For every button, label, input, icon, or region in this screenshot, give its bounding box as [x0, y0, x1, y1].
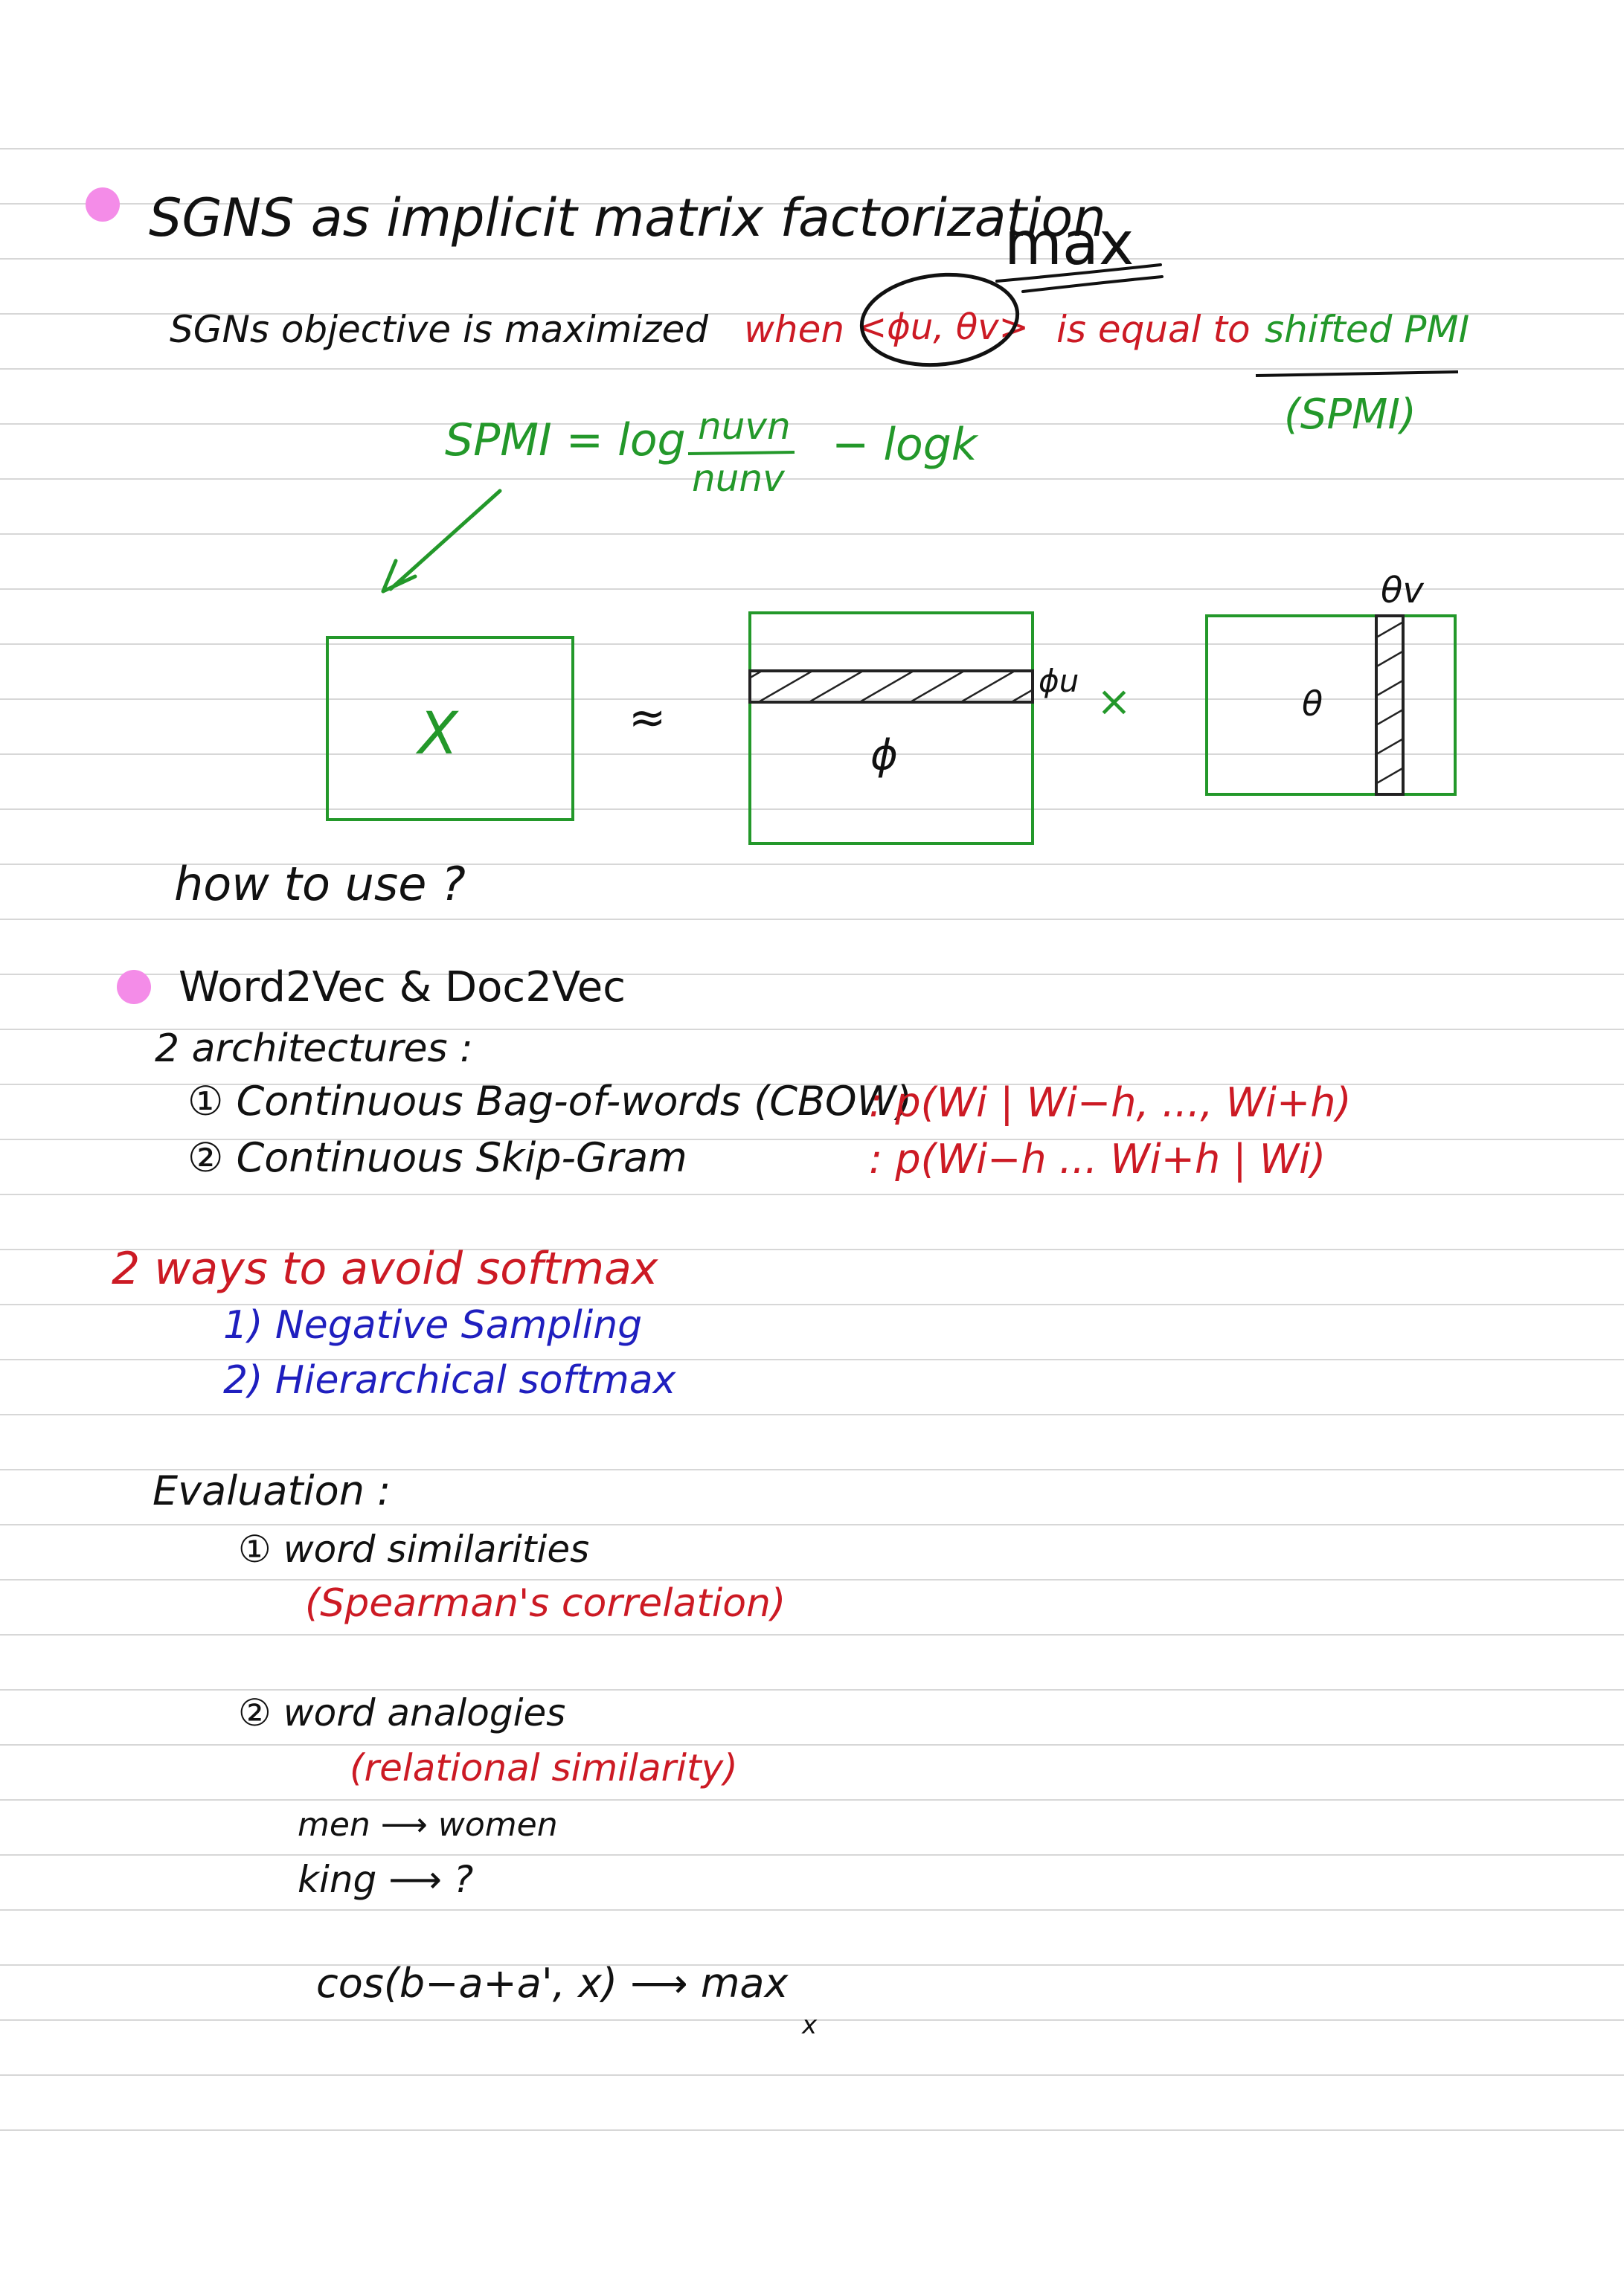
theta-v-column [1375, 614, 1405, 796]
formula-arrow [381, 489, 502, 594]
max-underline [995, 263, 1164, 293]
matrix-theta-label: θ [1302, 684, 1323, 724]
matrix-theta [1205, 614, 1457, 796]
section1-title: SGNS as implicit matrix factorization [149, 187, 1106, 248]
analogy-men-women: men ⟶ women [298, 1806, 558, 1844]
objective-shifted-pmi: shifted PMI [1265, 308, 1470, 351]
section1-bullet [86, 187, 120, 222]
eval-word-similarities: ① word similarities [238, 1528, 590, 1571]
shifted-pmi-underline [1255, 370, 1459, 377]
cosine-argmax-subscript: x [802, 2010, 818, 2040]
max-note: max [1004, 209, 1134, 278]
times-symbol: × [1097, 678, 1132, 726]
eval-relational-note: (relational similarity) [350, 1746, 738, 1789]
objective-lead: SGNs objective is maximized [170, 308, 709, 351]
eval-word-analogies: ② word analogies [238, 1691, 566, 1734]
matrix-phi [748, 611, 1034, 845]
architecture-skipgram: ② Continuous Skip-Gram [187, 1134, 687, 1181]
formula-lhs: SPMI = log [445, 414, 686, 466]
softmax-heading: 2 ways to avoid softmax [112, 1243, 658, 1295]
objective-inner-product: <ϕu, θv> [857, 306, 1029, 348]
formula-numerator: nuvn [698, 405, 791, 448]
architecture-cbow: ① Continuous Bag-of-words (CBOW) [187, 1078, 912, 1125]
eval-spearman-note: (Spearman's correlation) [305, 1581, 786, 1626]
how-to-use-question: how to use ? [174, 857, 466, 911]
formula-tail: − logk [832, 419, 978, 471]
matrix-x [326, 636, 574, 821]
negative-sampling: 1) Negative Sampling [223, 1303, 643, 1348]
objective-equal: is equal to [1056, 308, 1251, 351]
formula-denominator: nunv [692, 457, 785, 500]
architecture-cbow-formula: : p(Wi | Wi−h, ..., Wi+h) [869, 1079, 1352, 1126]
hierarchical-softmax: 2) Hierarchical softmax [223, 1358, 676, 1403]
objective-spmi-abbr: (SPMI) [1284, 390, 1416, 439]
architectures-heading: 2 architectures : [155, 1026, 473, 1071]
objective-when: when [744, 308, 845, 351]
cosine-objective: cos(b−a+a', x) ⟶ max [316, 1960, 789, 2007]
phi-u-row [748, 669, 1034, 704]
approx-symbol: ≈ [629, 692, 667, 744]
analogy-king-question: king ⟶ ? [298, 1858, 474, 1901]
matrix-phi-label: ϕ [870, 731, 898, 779]
section2-title: Word2Vec & Doc2Vec [179, 963, 626, 1012]
theta-v-label: θv [1381, 570, 1424, 611]
formula-fraction-bar [687, 451, 795, 455]
inner-product-circle [859, 272, 1020, 367]
architecture-skipgram-formula: : p(Wi−h ... Wi+h | Wi) [869, 1136, 1326, 1183]
section2-bullet [117, 970, 151, 1004]
matrix-x-label: X [418, 701, 458, 768]
phi-u-label: ϕu [1039, 663, 1079, 699]
evaluation-heading: Evaluation : [153, 1467, 391, 1514]
